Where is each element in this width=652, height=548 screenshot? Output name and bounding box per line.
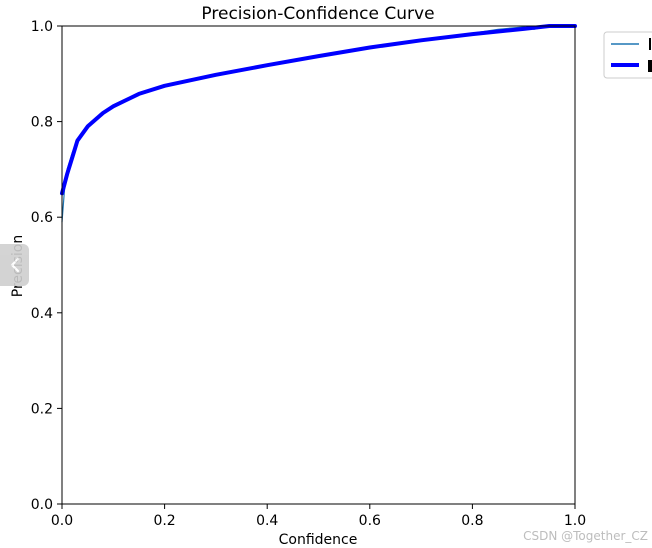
series-line-2 (60, 24, 577, 196)
plot-frame (61, 25, 576, 505)
y-tick-label: 0.8 (31, 115, 53, 131)
y-tick-label: 0.6 (31, 210, 53, 226)
x-tick-label: 0.0 (51, 513, 73, 529)
side-collapse-handle[interactable] (0, 244, 29, 286)
y-tick-label: 0.2 (31, 401, 53, 417)
series-group (60, 24, 577, 223)
legend-label-1-fragment (649, 38, 651, 50)
x-tick-label: 0.8 (461, 513, 483, 529)
chevron-left-icon (10, 257, 19, 273)
x-axis-ticks: 0.0 0.2 0.4 0.6 0.8 1.0 (51, 504, 586, 529)
y-axis-ticks: 0.0 0.2 0.4 0.6 0.8 1.0 (31, 19, 62, 513)
x-tick-label: 1.0 (564, 513, 586, 529)
x-axis-title: Confidence (279, 532, 358, 548)
chart-title: Precision-Confidence Curve (201, 4, 434, 24)
x-tick-label: 0.6 (359, 513, 381, 529)
y-tick-label: 1.0 (31, 19, 53, 35)
x-tick-label: 0.2 (153, 513, 175, 529)
x-tick-label: 0.4 (256, 513, 278, 529)
y-tick-label: 0.4 (31, 306, 53, 322)
legend (603, 31, 652, 79)
watermark: CSDN @Together_CZ (523, 529, 648, 543)
legend-box (603, 31, 652, 79)
legend-label-2-fragment (648, 60, 652, 72)
y-tick-label: 0.0 (31, 497, 53, 513)
